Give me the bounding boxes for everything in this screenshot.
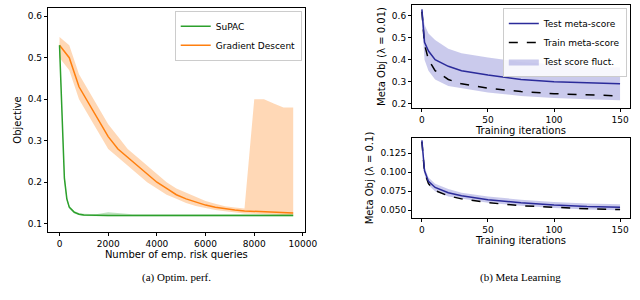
svg-text:10000: 10000 (289, 239, 318, 249)
svg-text:6000: 6000 (194, 239, 217, 249)
svg-text:2000: 2000 (97, 239, 120, 249)
svg-text:0.3: 0.3 (392, 77, 406, 87)
svg-text:100: 100 (545, 225, 562, 235)
svg-text:(a) Optim. perf.: (a) Optim. perf. (142, 271, 211, 284)
svg-text:0.050: 0.050 (380, 205, 406, 215)
svg-text:0.3: 0.3 (28, 136, 42, 146)
svg-text:Training iterations: Training iterations (475, 235, 566, 246)
svg-text:0.100: 0.100 (380, 167, 406, 177)
svg-text:0.4: 0.4 (392, 55, 407, 65)
svg-text:0.2: 0.2 (392, 99, 406, 109)
svg-text:0: 0 (419, 225, 425, 235)
svg-text:0.075: 0.075 (380, 186, 406, 196)
svg-text:0: 0 (57, 239, 63, 249)
svg-text:0: 0 (419, 115, 425, 125)
svg-text:Test meta-score: Test meta-score (543, 19, 616, 29)
svg-text:SuPAC: SuPAC (216, 22, 245, 32)
svg-text:Test score fluct.: Test score fluct. (543, 57, 614, 67)
svg-text:0.6: 0.6 (392, 11, 407, 21)
svg-text:Meta Obj (λ = 0.1): Meta Obj (λ = 0.1) (364, 132, 375, 225)
svg-text:0.1: 0.1 (28, 219, 42, 229)
svg-text:0.4: 0.4 (28, 94, 43, 104)
svg-text:Train meta-score: Train meta-score (543, 38, 620, 48)
svg-text:50: 50 (482, 115, 494, 125)
svg-text:0.6: 0.6 (28, 11, 43, 21)
svg-text:0.125: 0.125 (380, 148, 406, 158)
svg-text:50: 50 (482, 225, 494, 235)
svg-text:(b) Meta Learning: (b) Meta Learning (480, 271, 561, 284)
svg-text:Number of emp. risk queries: Number of emp. risk queries (105, 249, 248, 260)
svg-text:8000: 8000 (243, 239, 266, 249)
svg-text:0.2: 0.2 (28, 177, 42, 187)
svg-text:100: 100 (545, 115, 562, 125)
svg-text:150: 150 (611, 115, 628, 125)
svg-text:Objective: Objective (12, 96, 23, 143)
svg-text:Meta Obj (λ = 0.01): Meta Obj (λ = 0.01) (376, 7, 387, 106)
svg-text:150: 150 (611, 225, 628, 235)
svg-text:4000: 4000 (145, 239, 168, 249)
svg-text:0.5: 0.5 (28, 53, 42, 63)
svg-text:Training iterations: Training iterations (475, 125, 566, 136)
svg-text:Gradient Descent: Gradient Descent (216, 41, 295, 51)
svg-text:0.5: 0.5 (392, 33, 406, 43)
